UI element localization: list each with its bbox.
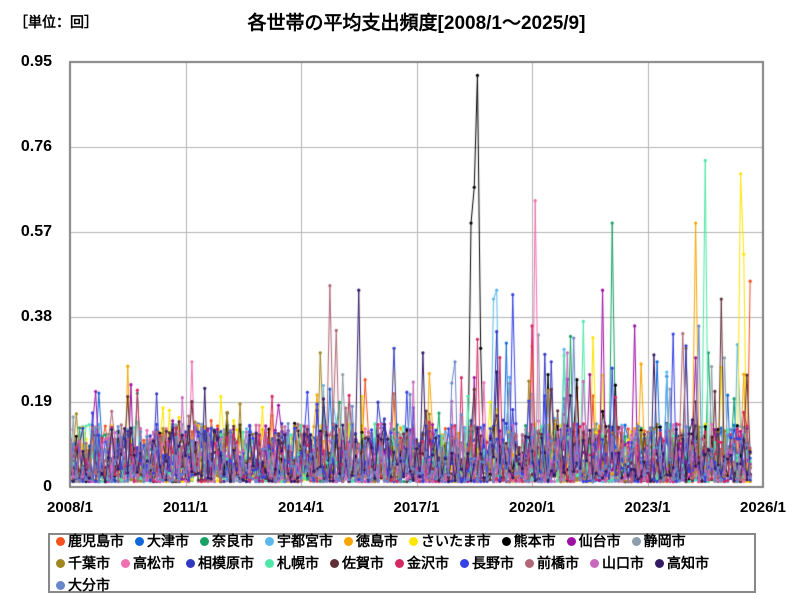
legend-label: 熊本市	[513, 533, 556, 549]
x-tick-label: 2023/1	[624, 499, 671, 516]
legend-item: 長野市	[460, 553, 514, 573]
legend-item: 徳島市	[344, 531, 398, 551]
legend-marker-icon	[655, 558, 664, 568]
legend-item: 山口市	[590, 553, 644, 573]
x-tick-label: 2008/1	[47, 499, 93, 516]
x-tick-label: 2020/1	[509, 499, 555, 516]
legend-marker-icon	[56, 558, 65, 568]
legend-label: 宇都宮市	[277, 533, 333, 549]
legend-item: 鹿児島市	[56, 531, 124, 551]
legend-label: 鹿児島市	[68, 533, 124, 549]
legend-marker-icon	[525, 558, 534, 568]
legend-label: 千葉市	[68, 555, 110, 571]
legend-label: 高知市	[667, 555, 709, 571]
y-tick-label: 0.19	[20, 393, 52, 410]
legend-marker-icon	[186, 558, 195, 568]
legend-item: 金沢市	[395, 553, 449, 573]
legend-item: さいたま市	[409, 531, 491, 551]
legend-marker-icon	[344, 536, 353, 546]
legend-label: 金沢市	[407, 555, 449, 571]
legend-label: 山口市	[602, 555, 644, 571]
x-tick-label: 2011/1	[162, 499, 209, 516]
legend-label: さいたま市	[421, 533, 491, 549]
legend-label: 高松市	[133, 555, 175, 571]
legend-label: 前橋市	[537, 555, 579, 571]
legend-label: 徳島市	[356, 533, 398, 549]
y-tick-label: 0	[43, 478, 52, 495]
legend-label: 札幌市	[277, 555, 319, 571]
legend-label: 大津市	[147, 533, 189, 549]
legend-label: 長野市	[472, 555, 514, 571]
x-tick-label: 2014/1	[278, 499, 324, 516]
legend-item: 佐賀市	[330, 553, 384, 573]
legend-item: 千葉市	[56, 553, 110, 573]
legend-marker-icon	[135, 536, 144, 546]
legend-item: 大分市	[56, 575, 110, 595]
legend-item: 高知市	[655, 553, 709, 573]
y-tick-label: 0.95	[20, 53, 52, 70]
legend-marker-icon	[460, 558, 469, 568]
legend-item: 相模原市	[186, 553, 254, 573]
y-tick-label: 0.57	[20, 223, 52, 240]
legend-label: 相模原市	[198, 555, 254, 571]
legend-marker-icon	[56, 536, 65, 546]
legend-item: 大津市	[135, 531, 189, 551]
unit-label: ［単位：回］	[14, 14, 98, 30]
legend-marker-icon	[265, 536, 274, 546]
x-tick-label: 2026/1	[740, 499, 786, 516]
legend-item: 札幌市	[265, 553, 319, 573]
legend-marker-icon	[200, 536, 209, 546]
legend: 鹿児島市 大津市 奈良市 宇都宮市 徳島市 さいたま市 熊本市 仙台市 静岡市千葉市 高松市 相模原…	[48, 533, 756, 593]
legend-label: 静岡市	[643, 533, 686, 549]
legend-item: 熊本市	[501, 531, 556, 551]
legend-marker-icon	[395, 558, 404, 568]
legend-item: 静岡市	[631, 531, 686, 551]
legend-label: 仙台市	[578, 533, 621, 549]
legend-marker-icon	[631, 536, 641, 546]
y-tick-label: 0.38	[20, 308, 52, 325]
legend-item: 宇都宮市	[265, 531, 333, 551]
y-tick-label: 0.76	[20, 138, 52, 155]
plot-canvas	[0, 0, 800, 530]
legend-label: 奈良市	[212, 533, 254, 549]
legend-item: 前橋市	[525, 553, 579, 573]
chart-title: 各世帯の平均支出頻度[2008/1～2025/9]	[247, 13, 586, 34]
legend-item: 奈良市	[200, 531, 254, 551]
legend-item: 仙台市	[566, 531, 621, 551]
legend-marker-icon	[409, 536, 418, 546]
x-tick-label: 2017/1	[393, 499, 440, 516]
legend-label: 大分市	[68, 577, 110, 593]
legend-marker-icon	[590, 558, 599, 568]
legend-item: 高松市	[121, 553, 175, 573]
legend-marker-icon	[330, 558, 339, 568]
legend-marker-icon	[56, 580, 65, 590]
legend-marker-icon	[566, 536, 576, 546]
legend-label: 佐賀市	[342, 555, 384, 571]
legend-marker-icon	[501, 536, 511, 546]
legend-marker-icon	[121, 558, 130, 568]
legend-marker-icon	[265, 558, 274, 568]
